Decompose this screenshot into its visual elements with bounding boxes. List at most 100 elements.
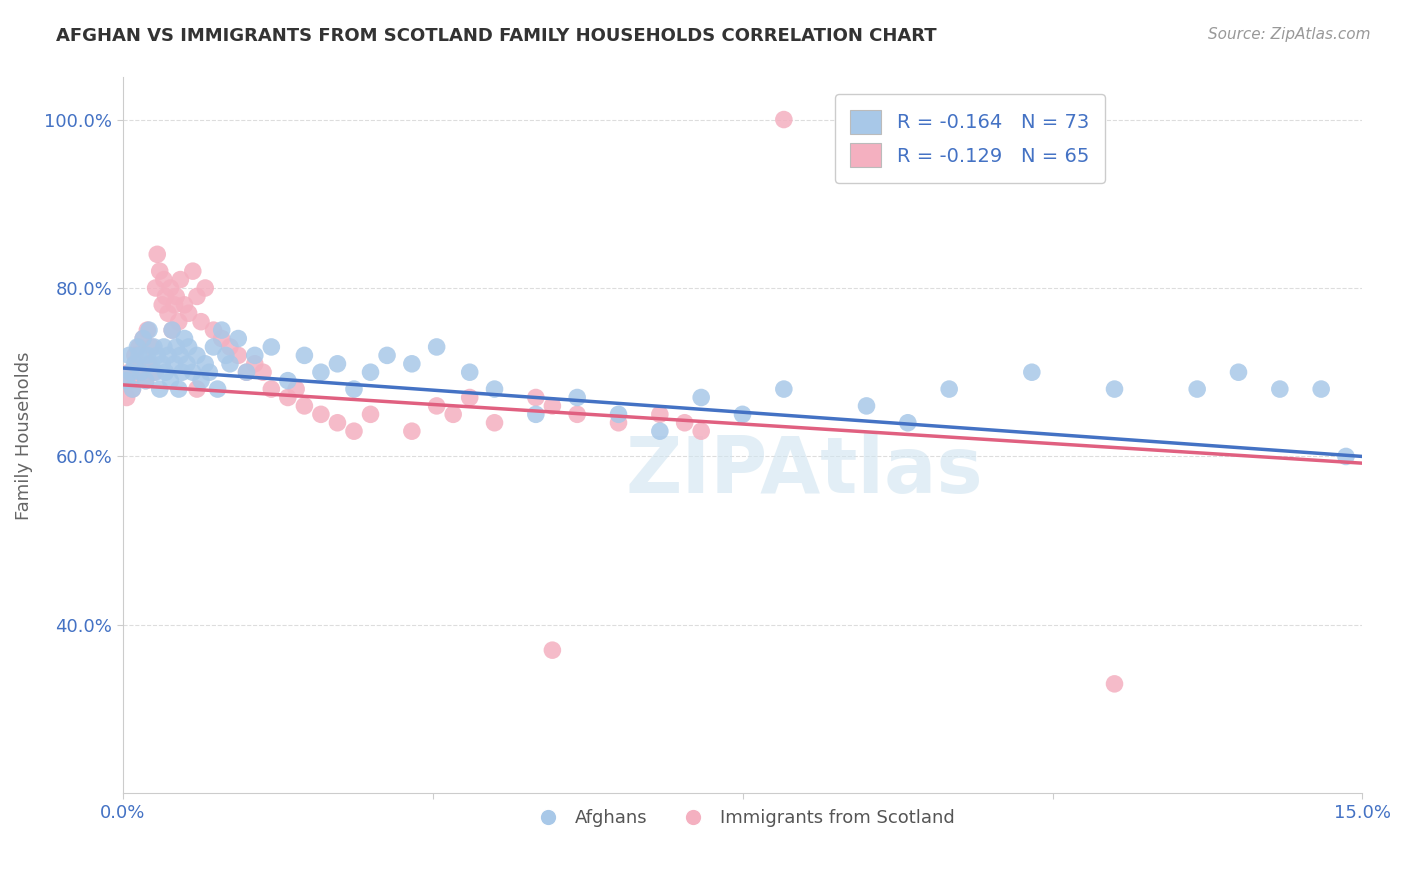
Point bbox=[1104, 677, 1126, 691]
Point bbox=[309, 408, 332, 422]
Point bbox=[173, 332, 195, 346]
Point bbox=[375, 348, 398, 362]
Point bbox=[149, 382, 172, 396]
Point bbox=[277, 391, 299, 405]
Point bbox=[136, 348, 159, 362]
Point bbox=[129, 365, 152, 379]
Point bbox=[1334, 450, 1357, 464]
Point bbox=[211, 332, 233, 346]
Point bbox=[207, 382, 229, 396]
Point bbox=[773, 112, 796, 127]
Point bbox=[170, 365, 193, 379]
Point bbox=[1310, 382, 1333, 396]
Point bbox=[129, 365, 152, 379]
Point bbox=[198, 365, 221, 379]
Point bbox=[128, 348, 150, 362]
Point bbox=[115, 374, 138, 388]
Point bbox=[138, 323, 160, 337]
Point bbox=[360, 365, 382, 379]
Point bbox=[128, 340, 150, 354]
Point bbox=[326, 357, 349, 371]
Point bbox=[243, 357, 266, 371]
Point bbox=[648, 408, 671, 422]
Point bbox=[194, 357, 217, 371]
Point bbox=[120, 374, 142, 388]
Point bbox=[277, 374, 299, 388]
Point bbox=[607, 408, 630, 422]
Point bbox=[1268, 382, 1291, 396]
Point bbox=[142, 340, 165, 354]
Point bbox=[252, 365, 274, 379]
Point bbox=[120, 365, 142, 379]
Point bbox=[260, 382, 283, 396]
Point bbox=[159, 374, 181, 388]
Text: Source: ZipAtlas.com: Source: ZipAtlas.com bbox=[1208, 27, 1371, 42]
Point bbox=[484, 416, 506, 430]
Point bbox=[136, 323, 159, 337]
Point bbox=[121, 382, 143, 396]
Point bbox=[159, 281, 181, 295]
Point bbox=[285, 382, 308, 396]
Point bbox=[484, 382, 506, 396]
Point bbox=[149, 264, 172, 278]
Point bbox=[160, 323, 183, 337]
Point bbox=[177, 340, 200, 354]
Point bbox=[190, 374, 212, 388]
Point bbox=[202, 323, 225, 337]
Point bbox=[156, 306, 179, 320]
Point bbox=[226, 332, 249, 346]
Point bbox=[773, 382, 796, 396]
Point bbox=[260, 340, 283, 354]
Point bbox=[897, 416, 920, 430]
Point bbox=[458, 391, 481, 405]
Point bbox=[135, 374, 157, 388]
Point bbox=[132, 332, 155, 346]
Point bbox=[673, 416, 696, 430]
Point bbox=[146, 348, 169, 362]
Point bbox=[343, 382, 366, 396]
Point bbox=[124, 348, 146, 362]
Point bbox=[135, 374, 157, 388]
Point bbox=[243, 348, 266, 362]
Point bbox=[177, 306, 200, 320]
Point bbox=[441, 408, 464, 422]
Point bbox=[163, 357, 186, 371]
Point bbox=[292, 348, 315, 362]
Point bbox=[219, 340, 242, 354]
Point bbox=[115, 391, 138, 405]
Point bbox=[173, 298, 195, 312]
Point bbox=[938, 382, 960, 396]
Text: AFGHAN VS IMMIGRANTS FROM SCOTLAND FAMILY HOUSEHOLDS CORRELATION CHART: AFGHAN VS IMMIGRANTS FROM SCOTLAND FAMIL… bbox=[56, 27, 936, 45]
Point bbox=[153, 340, 176, 354]
Point bbox=[145, 281, 167, 295]
Point bbox=[181, 264, 204, 278]
Point bbox=[165, 340, 187, 354]
Point bbox=[1021, 365, 1043, 379]
Point bbox=[541, 643, 564, 657]
Point bbox=[121, 382, 143, 396]
Point bbox=[426, 340, 449, 354]
Point bbox=[524, 408, 547, 422]
Point bbox=[138, 357, 160, 371]
Point bbox=[186, 382, 208, 396]
Point bbox=[343, 424, 366, 438]
Point bbox=[160, 323, 183, 337]
Y-axis label: Family Households: Family Households bbox=[15, 351, 32, 520]
Point bbox=[567, 391, 589, 405]
Point bbox=[163, 298, 186, 312]
Point bbox=[648, 424, 671, 438]
Legend: Afghans, Immigrants from Scotland: Afghans, Immigrants from Scotland bbox=[523, 802, 962, 834]
Point bbox=[541, 399, 564, 413]
Point bbox=[167, 315, 190, 329]
Point bbox=[215, 348, 238, 362]
Point bbox=[360, 408, 382, 422]
Point bbox=[127, 357, 149, 371]
Point bbox=[1227, 365, 1250, 379]
Point bbox=[202, 340, 225, 354]
Text: ZIPAtlas: ZIPAtlas bbox=[626, 434, 983, 509]
Point bbox=[186, 289, 208, 303]
Point bbox=[156, 348, 179, 362]
Point bbox=[401, 357, 423, 371]
Point bbox=[169, 348, 191, 362]
Point bbox=[219, 357, 242, 371]
